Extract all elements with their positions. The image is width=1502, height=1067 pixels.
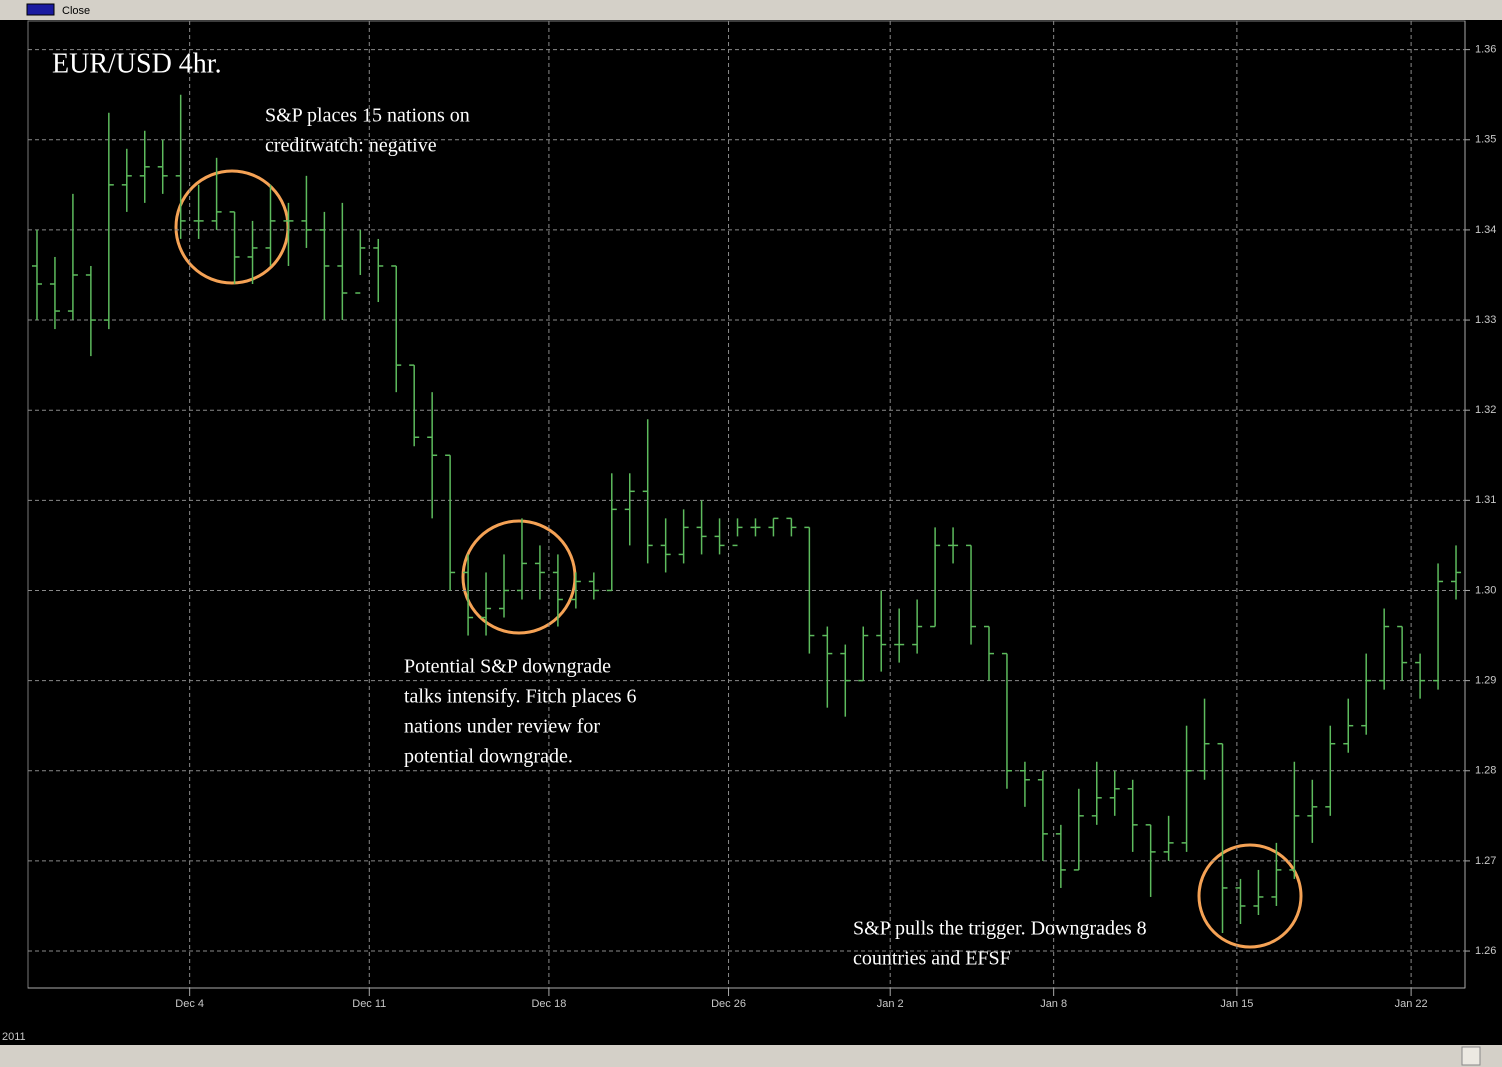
x-tick-label: Jan 22	[1395, 998, 1428, 1010]
y-tick-label: 1.32	[1475, 404, 1496, 416]
x-tick-label: Jan 8	[1040, 998, 1067, 1010]
chart-title: EUR/USD 4hr.	[52, 48, 222, 79]
y-tick-label: 1.33	[1475, 314, 1496, 326]
y-tick-label: 1.26	[1475, 945, 1496, 957]
x-tick-label: Jan 2	[877, 998, 904, 1010]
highlight-circle	[1197, 843, 1303, 949]
y-tick-label: 1.28	[1475, 765, 1496, 777]
x-tick-label: Dec 4	[175, 998, 204, 1010]
y-tick-label: 1.30	[1475, 584, 1496, 596]
annotation: creditwatch: negative	[265, 135, 437, 157]
year-label: 2011	[2, 1031, 26, 1043]
y-tick-label: 1.31	[1475, 494, 1496, 506]
annotation: talks intensify. Fitch places 6	[404, 686, 637, 708]
legend-swatch	[26, 3, 55, 16]
annotation: Potential S&P downgrade	[404, 656, 611, 678]
x-tick-label: Dec 18	[531, 998, 566, 1010]
annotation: nations under review for	[404, 716, 600, 738]
legend-label: Close	[62, 5, 90, 17]
y-tick-label: 1.29	[1475, 675, 1496, 687]
x-tick-label: Jan 15	[1220, 998, 1253, 1010]
y-tick-label: 1.35	[1475, 134, 1496, 146]
scroll-thumb[interactable]	[1461, 1046, 1481, 1066]
x-tick-label: Dec 26	[711, 998, 746, 1010]
annotation: S&P pulls the trigger. Downgrades 8	[853, 918, 1147, 940]
annotation: countries and EFSF	[853, 948, 1011, 970]
y-tick-label: 1.34	[1475, 224, 1496, 236]
y-tick-label: 1.36	[1475, 44, 1496, 56]
x-tick-label: Dec 11	[352, 998, 386, 1010]
y-tick-label: 1.27	[1475, 855, 1496, 867]
annotation: potential downgrade.	[404, 746, 573, 768]
legend-bar	[0, 0, 1502, 20]
highlight-circle	[461, 519, 577, 635]
scrollbar[interactable]	[0, 1045, 1502, 1067]
annotation: S&P places 15 nations on	[265, 105, 470, 127]
